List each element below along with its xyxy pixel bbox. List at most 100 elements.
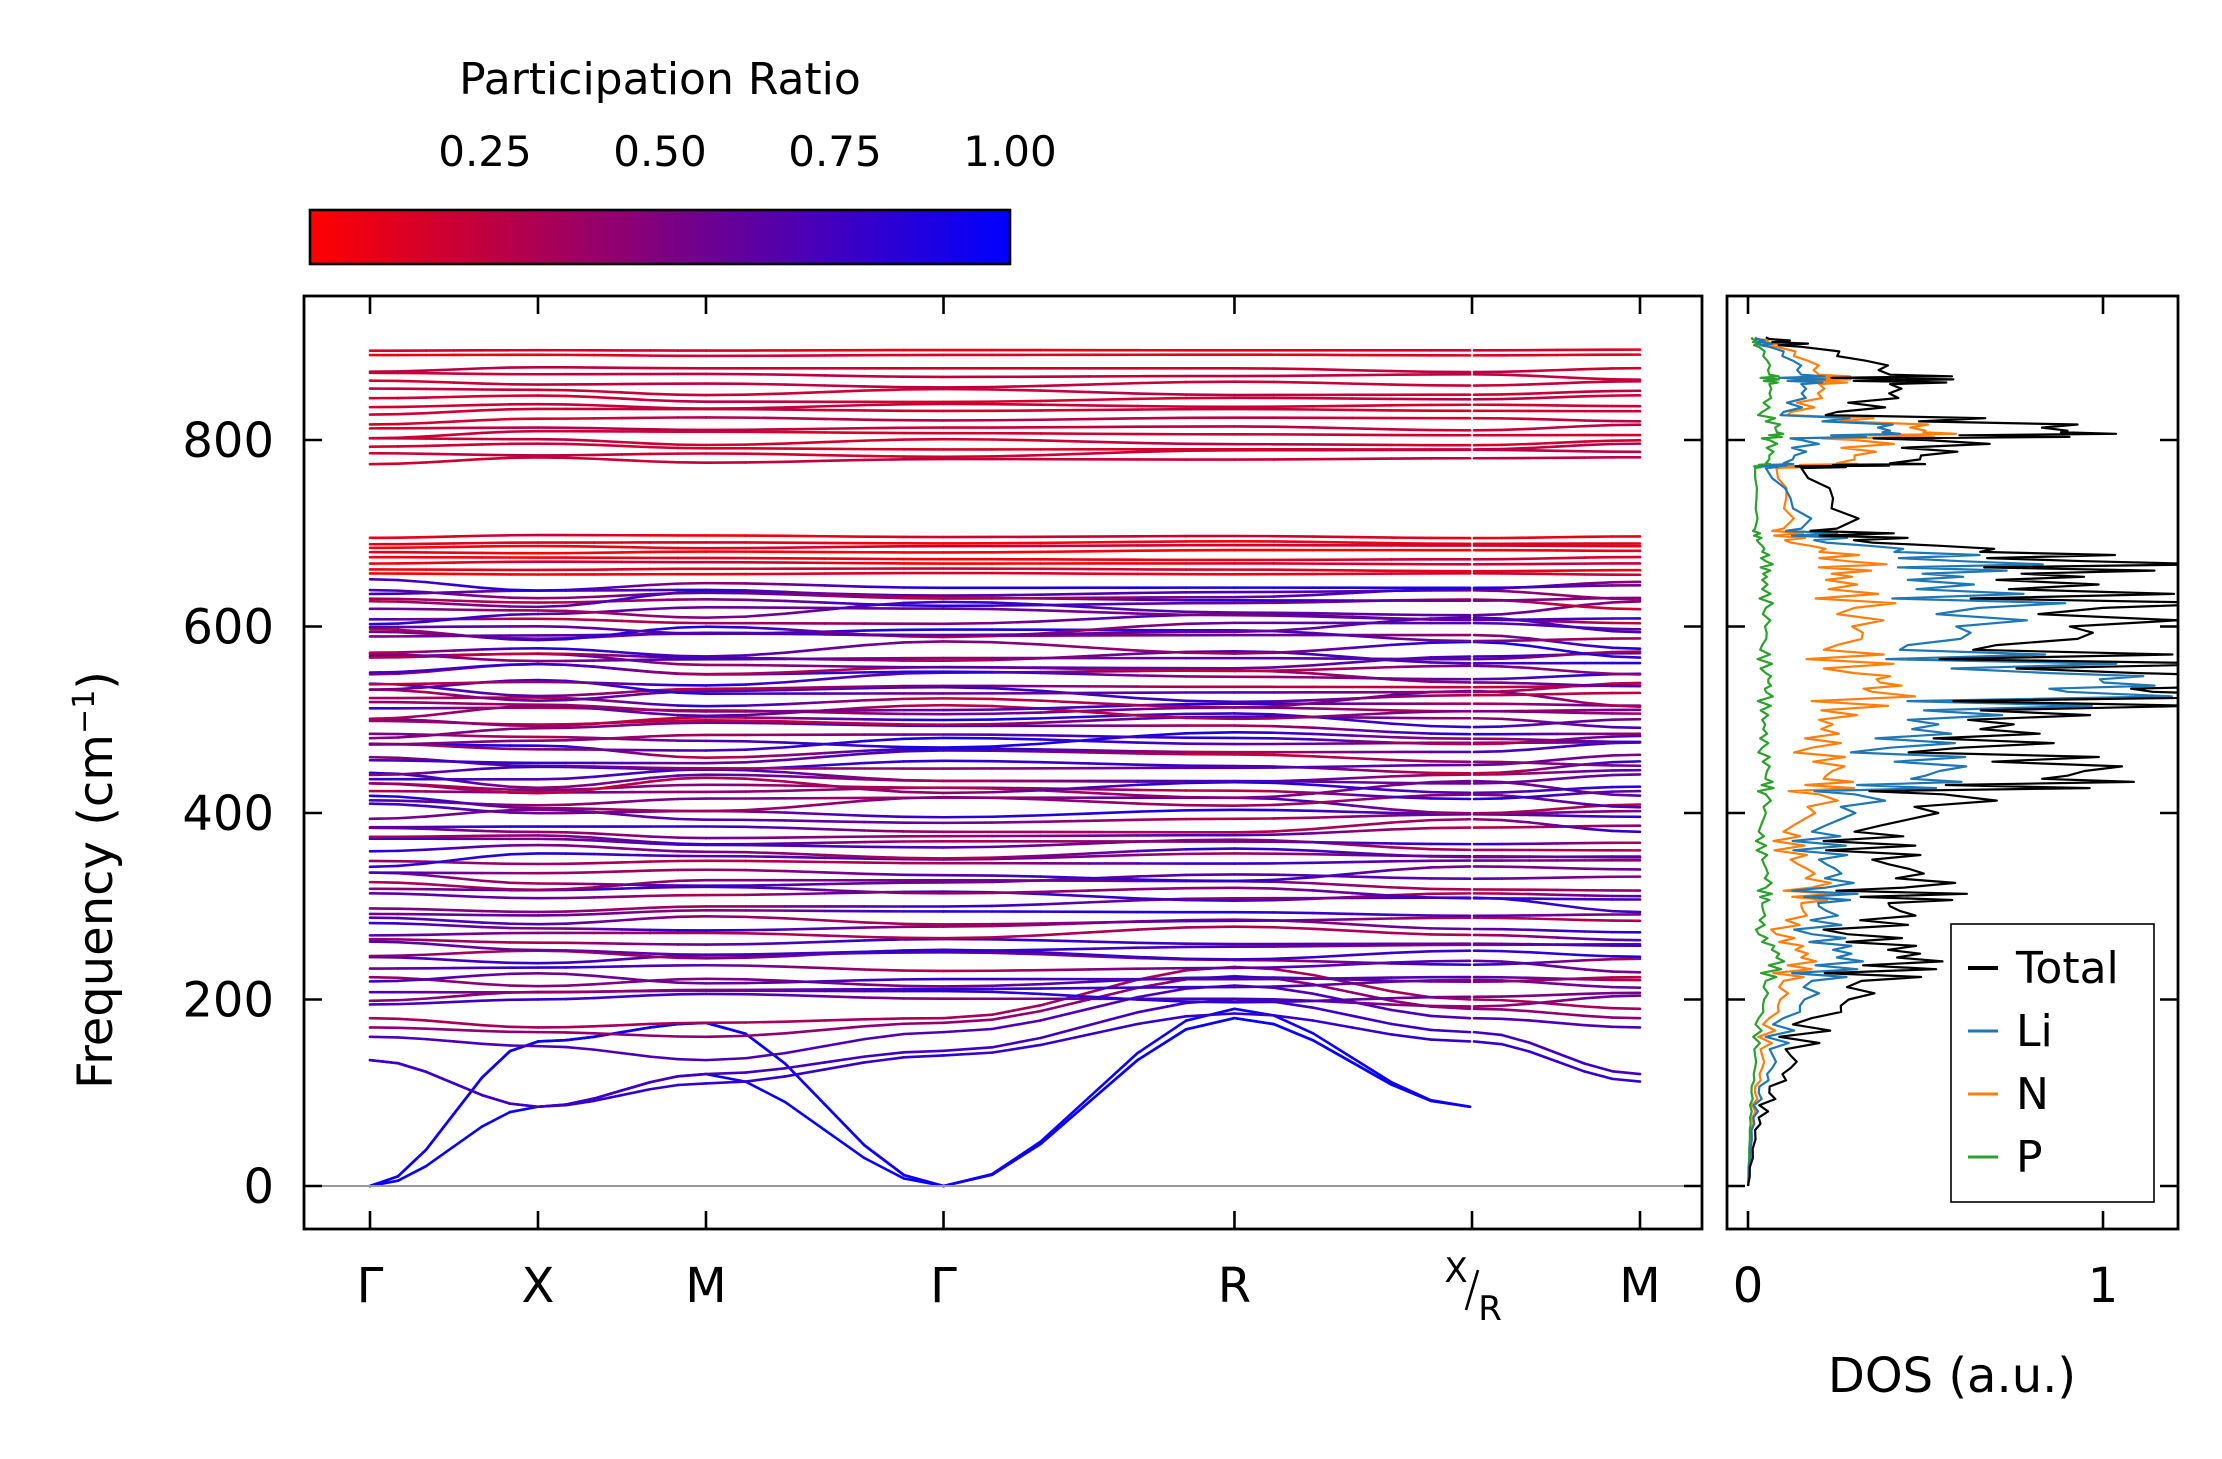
band-optical: [1557, 625, 1585, 629]
band-optical: [1557, 558, 1585, 559]
band-optical: [594, 700, 622, 702]
band-optical: [370, 672, 398, 673]
band-low-optic-2: [1529, 1043, 1557, 1053]
band-optical: [510, 889, 538, 890]
band-optical: [426, 944, 454, 946]
svg-text:R: R: [1478, 1289, 1502, 1329]
band-optical: [1391, 589, 1430, 591]
band-optical: [1274, 957, 1313, 959]
band-optical: [1186, 840, 1234, 841]
band-optical: [1041, 633, 1089, 634]
band-low-optic-2: [510, 1104, 538, 1107]
band-low-optic-2: [1585, 1064, 1613, 1072]
band-optical: [594, 596, 622, 597]
band-optical: [482, 419, 510, 420]
band-optical: [1041, 799, 1089, 801]
band-optical: [746, 760, 786, 762]
band-optical: [650, 779, 678, 782]
band-optical: [1274, 854, 1313, 855]
band-optical: [650, 407, 678, 408]
band-optical: [1529, 747, 1557, 749]
band-optical: [1352, 709, 1391, 710]
band-optical: [1274, 717, 1313, 718]
band-optical: [1529, 428, 1557, 429]
band-optical: [785, 776, 825, 778]
band-optical: [1137, 592, 1185, 593]
band-optical: [1352, 730, 1391, 732]
band-optical: [1137, 957, 1185, 959]
band-optical: [1041, 542, 1089, 543]
band-optical: [746, 653, 786, 656]
band-optical: [1557, 382, 1585, 383]
band-optical: [992, 621, 1040, 623]
band-optical: [454, 769, 482, 771]
band-optical: [1352, 962, 1391, 963]
band-optical: [1391, 951, 1430, 953]
band-low-optic-2: [1137, 1003, 1185, 1012]
band-optical: [785, 820, 825, 821]
band-optical: [1089, 703, 1137, 705]
band-optical: [454, 405, 482, 406]
band-optical: [1502, 762, 1530, 763]
band-low-optic-2: [706, 1073, 746, 1075]
band-optical: [454, 830, 482, 831]
band-optical: [1313, 854, 1352, 855]
band-optical: [1474, 961, 1502, 962]
band-optical: [1041, 391, 1089, 392]
band-optical: [992, 699, 1040, 701]
band-optical: [482, 615, 510, 617]
band-optical: [1137, 451, 1185, 452]
band-optical: [1274, 427, 1313, 428]
band-low-optic-4: [650, 1036, 678, 1037]
band-optical: [370, 981, 398, 982]
band-optical: [746, 590, 786, 591]
band-optical: [566, 914, 594, 915]
band-optical: [594, 683, 622, 684]
band-optical: [1557, 793, 1585, 795]
band-optical: [622, 912, 650, 913]
band-optical: [426, 919, 454, 921]
band-optical: [1089, 969, 1137, 970]
band-optical: [825, 814, 865, 816]
band-optical: [1041, 604, 1089, 605]
band-optical: [785, 772, 825, 775]
band-optical: [992, 738, 1040, 739]
band-optical: [566, 998, 594, 999]
band-optical: [566, 458, 594, 459]
band-optical: [785, 666, 825, 667]
band-optical: [482, 863, 510, 864]
band-optical: [864, 939, 904, 940]
band-optical: [398, 591, 426, 592]
band-optical: [1431, 856, 1470, 857]
band-optical: [1313, 897, 1352, 899]
band-optical: [566, 649, 594, 650]
band-optical: [1041, 749, 1089, 750]
band-optical: [1274, 602, 1313, 603]
band-optical: [1502, 612, 1530, 615]
band-optical: [1557, 868, 1585, 869]
band-optical: [1391, 712, 1430, 713]
band-optical: [370, 579, 398, 580]
band-optical: [426, 895, 454, 896]
band-optical: [1274, 912, 1313, 913]
band-optical: [1313, 817, 1352, 818]
band-optical: [1313, 756, 1352, 758]
band-optical: [864, 630, 904, 631]
band-optical: [785, 375, 825, 376]
band-optical: [1137, 675, 1185, 676]
band-optical: [622, 786, 650, 787]
band-optical: [1313, 728, 1352, 730]
band-optical: [1041, 821, 1089, 822]
band-optical: [825, 385, 865, 386]
band-optical: [1313, 537, 1352, 538]
band-low-optic-3: [825, 1039, 865, 1046]
band-optical: [1274, 882, 1313, 884]
y-tick-label: 800: [182, 413, 274, 469]
band-low-optic-4: [566, 1032, 594, 1033]
band-optical: [482, 948, 510, 950]
band-optical: [510, 706, 538, 707]
band-optical: [825, 940, 865, 941]
band-optical: [1137, 610, 1185, 612]
band-optical: [1391, 772, 1430, 773]
band-optical: [1041, 610, 1089, 612]
